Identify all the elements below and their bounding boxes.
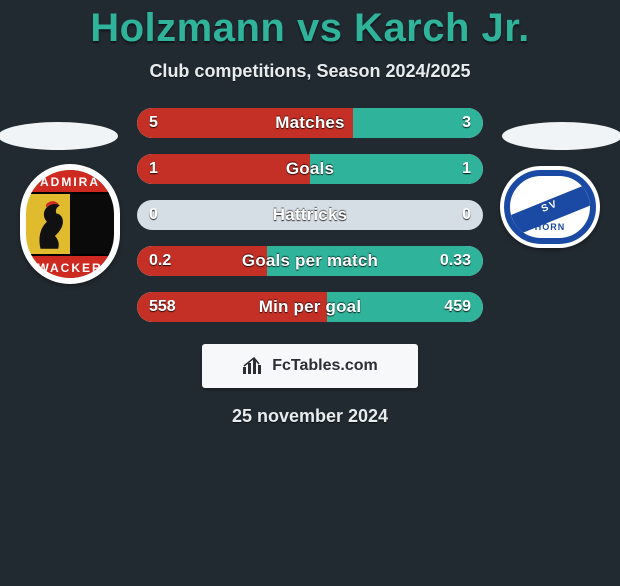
stat-label: Matches [137, 108, 483, 138]
stat-label: Goals [137, 154, 483, 184]
left-disc [0, 122, 118, 150]
comparison-arena: ADMIRA WACKER SV HORN 53Matches 11Goals 00… [0, 108, 620, 322]
stat-bars: 53Matches 11Goals 00Hattricks 0.20.33Goals … [137, 108, 483, 322]
stat-label: Min per goal [137, 292, 483, 322]
subtitle: Club competitions, Season 2024/2025 [0, 61, 620, 82]
bar-chart-icon [242, 357, 264, 375]
brand-box[interactable]: FcTables.com [202, 344, 418, 388]
brand-text: FcTables.com [272, 357, 378, 375]
admira-top-text: ADMIRA [26, 170, 114, 194]
stat-bar: 11Goals [137, 154, 483, 184]
right-club-badge: SV HORN [500, 166, 600, 248]
stat-bar: 0.20.33Goals per match [137, 246, 483, 276]
stat-bar: 00Hattricks [137, 200, 483, 230]
stat-bar: 53Matches [137, 108, 483, 138]
stat-label: Goals per match [137, 246, 483, 276]
stat-label: Hattricks [137, 200, 483, 230]
admira-wacker-badge: ADMIRA WACKER [26, 170, 114, 278]
sv-horn-badge: SV HORN [504, 170, 596, 244]
page-title: Holzmann vs Karch Jr. [0, 6, 620, 51]
svhorn-foot-text: HORN [510, 222, 590, 232]
griffin-icon [35, 196, 68, 252]
admira-bottom-text: WACKER [26, 254, 114, 278]
left-club-badge: ADMIRA WACKER [20, 164, 120, 284]
right-disc [502, 122, 620, 150]
stat-bar: 558459Min per goal [137, 292, 483, 322]
datestamp: 25 november 2024 [0, 406, 620, 427]
